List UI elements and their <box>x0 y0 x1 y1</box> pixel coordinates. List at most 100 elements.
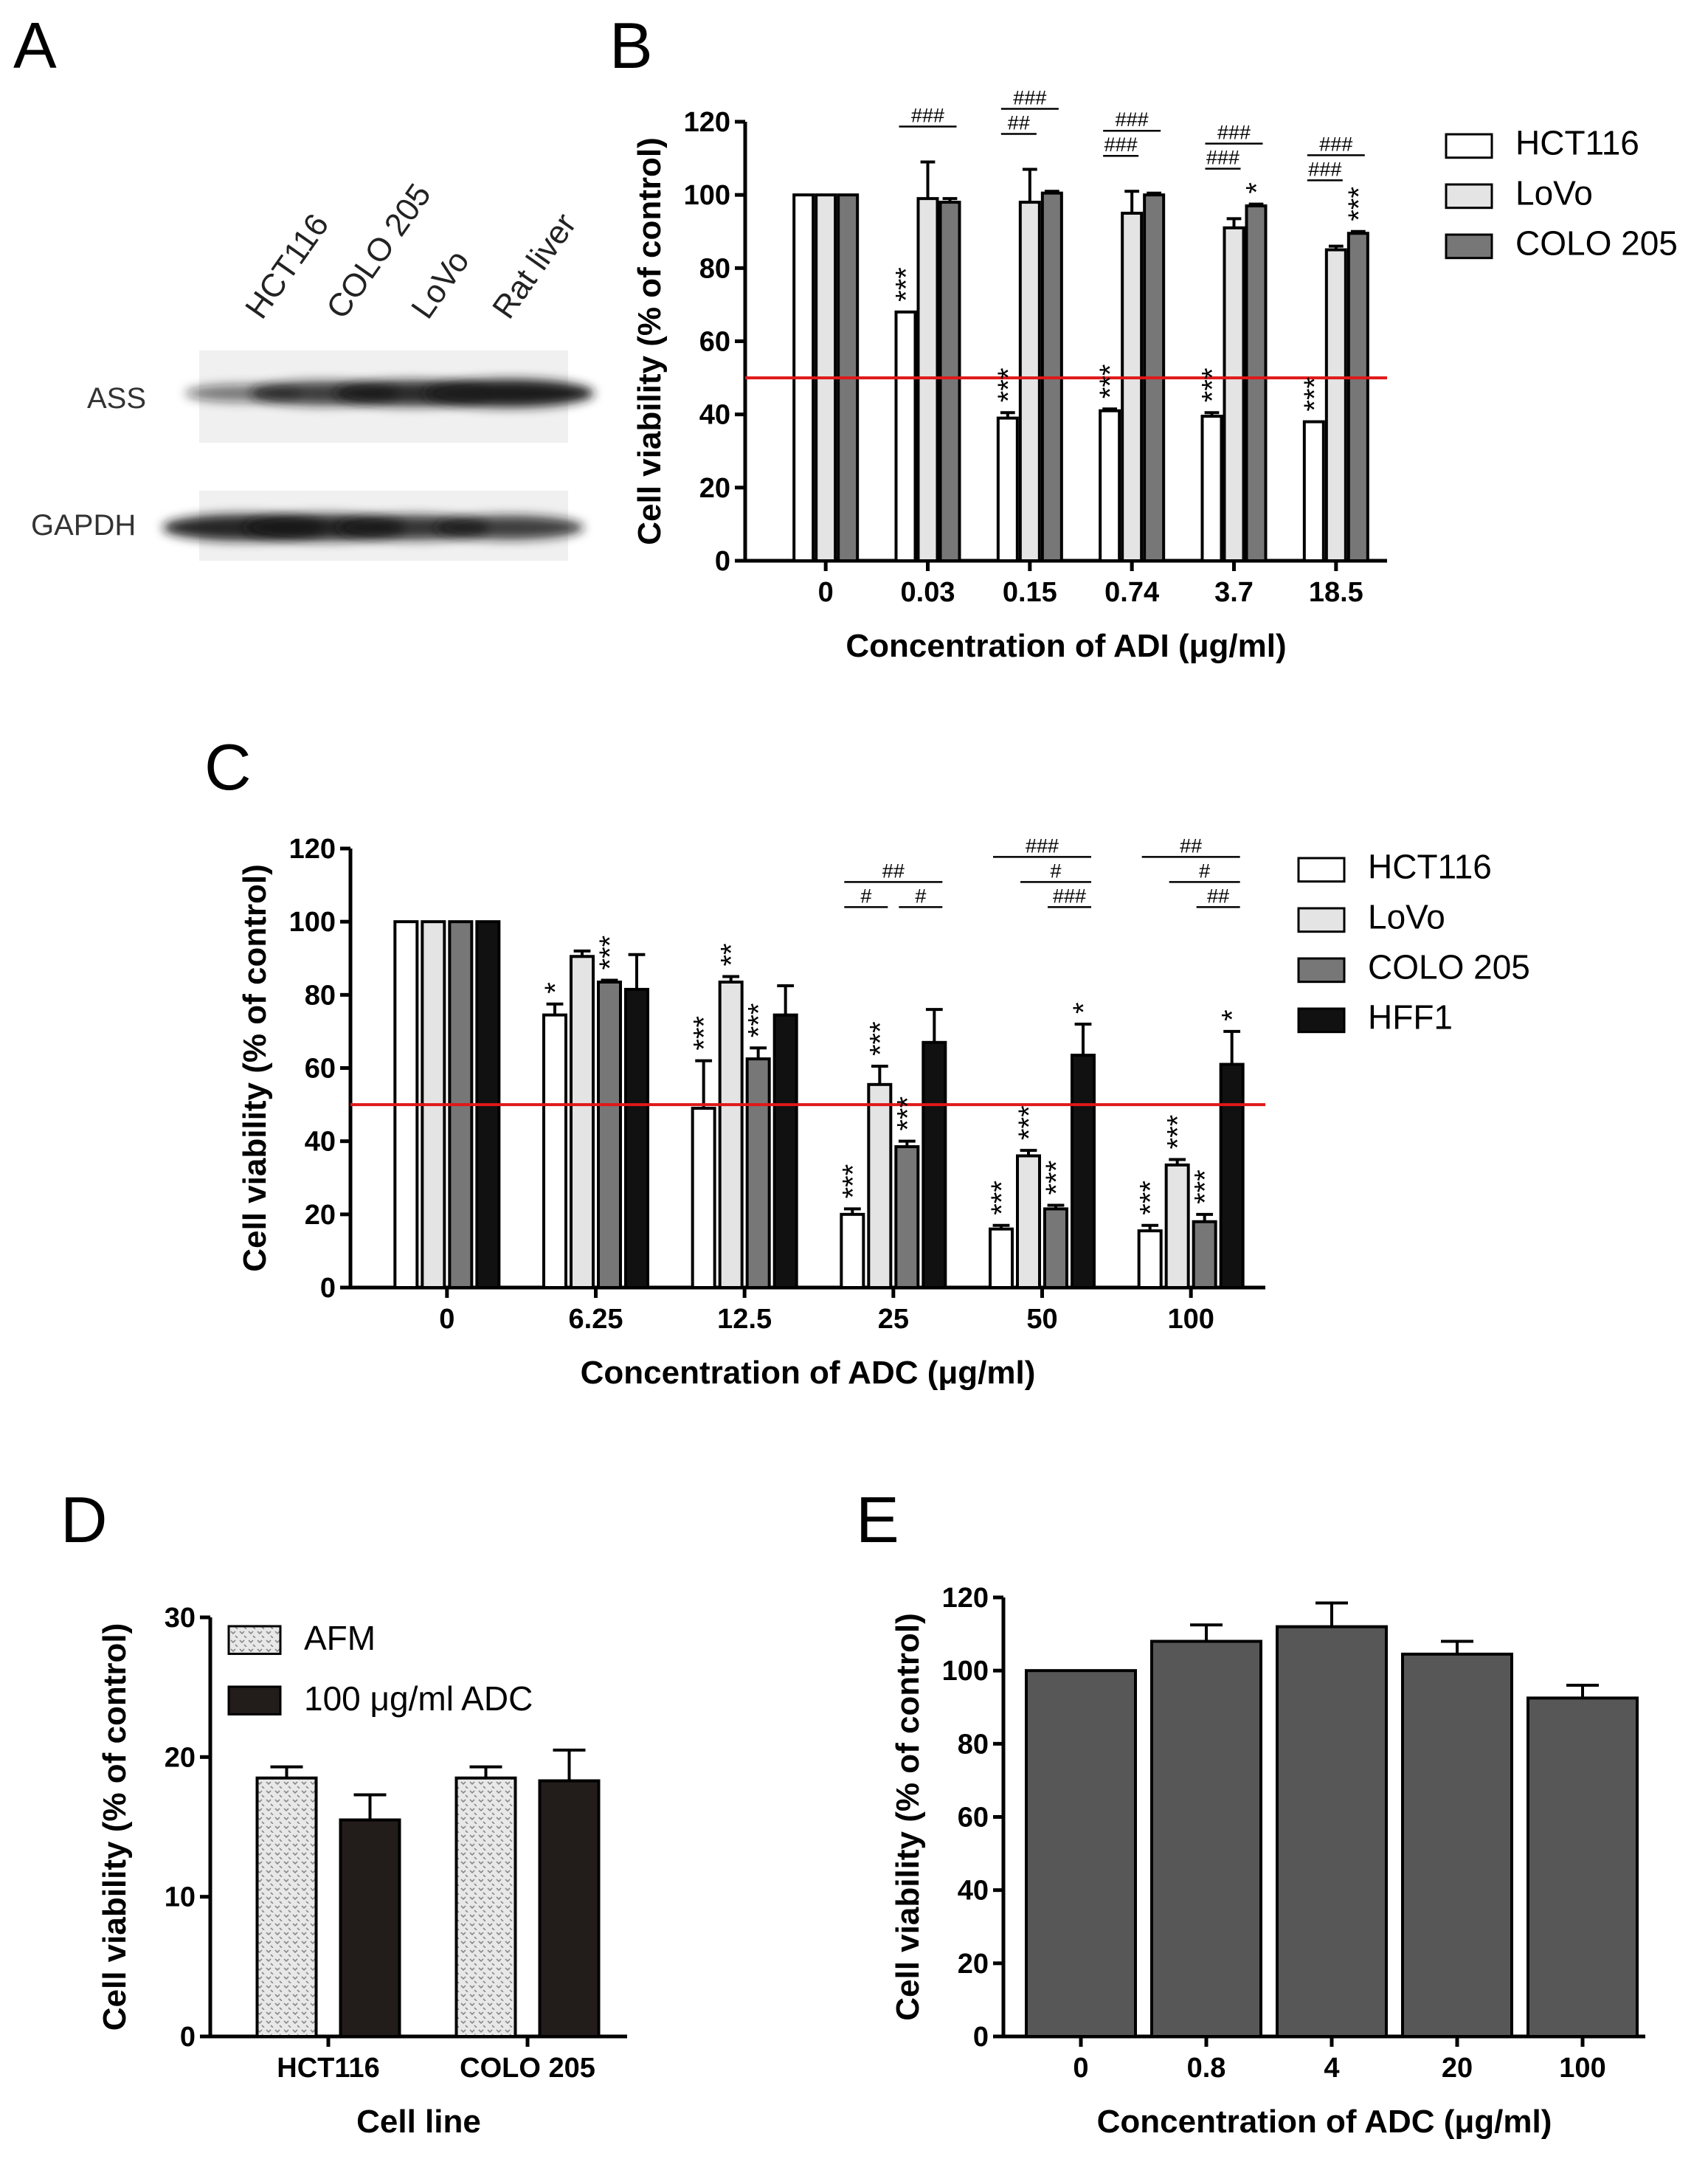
bar <box>922 1040 947 1289</box>
legend-swatch <box>1445 183 1493 210</box>
comparison-label: ### <box>1308 158 1341 180</box>
comparison-label: ## <box>1207 885 1229 907</box>
bar <box>1071 1054 1096 1290</box>
significance-marker: *** <box>1013 1105 1045 1140</box>
bar <box>867 1082 893 1289</box>
y-tick-label: 10 <box>165 1882 196 1913</box>
y-tick-label: 100 <box>289 907 336 938</box>
x-tick-label: COLO 205 <box>460 2053 595 2084</box>
x-tick-label: 0.8 <box>1187 2053 1226 2084</box>
bar <box>718 980 744 1289</box>
significance-marker: *** <box>594 936 626 970</box>
x-axis-title: Concentration of ADI (μg/ml) <box>846 628 1286 664</box>
panel-letter-b: B <box>609 9 653 82</box>
legend-swatch <box>1445 233 1493 260</box>
legend-label: LoVo <box>1515 173 1593 212</box>
bar <box>1099 409 1121 562</box>
y-tick-label: 0 <box>320 1273 336 1304</box>
comparison-label: ## <box>1180 835 1202 857</box>
bar <box>1018 201 1041 562</box>
significance-marker: *** <box>1135 1181 1167 1215</box>
bar <box>1043 1207 1068 1290</box>
significance-marker: *** <box>743 1003 775 1038</box>
significance-marker: * <box>1241 182 1273 194</box>
bar <box>454 1776 517 2039</box>
y-tick-label: 20 <box>958 1949 989 1980</box>
significance-marker: *** <box>891 1096 924 1131</box>
bar <box>1200 415 1223 562</box>
bar <box>1121 211 1144 562</box>
legend-swatch <box>1297 907 1346 933</box>
significance-marker: ** <box>716 943 748 966</box>
y-tick-label: 60 <box>958 1803 989 1834</box>
chart-b: 0 20 40 60 80 100 120 0 0.03 0.15 0.74 3.7 18.5 Conce… <box>632 86 1678 664</box>
y-tick-label: 0 <box>715 546 730 577</box>
blot-row-label-gapdh: GAPDH <box>31 509 136 542</box>
panel-letter-d: D <box>60 1483 108 1556</box>
y-axis-title: Cell viability (% of control) <box>97 1623 133 2031</box>
x-tick-label: 25 <box>878 1304 909 1335</box>
chart-c: 0 20 40 60 80 100 120 0 6.25 12.5 25 50 100 Concentra… <box>237 834 1530 1391</box>
significance-marker: *** <box>992 367 1025 402</box>
y-tick-label: 30 <box>165 1603 196 1634</box>
comparison-label: ## <box>1008 111 1030 134</box>
legend-swatch <box>1297 857 1346 883</box>
legend-swatch <box>1445 133 1493 159</box>
y-tick-label: 20 <box>305 1200 336 1231</box>
comparison-label: ### <box>1026 835 1059 857</box>
bar <box>691 1107 716 1289</box>
significance-marker: *** <box>688 1016 721 1051</box>
bar <box>894 310 917 562</box>
bar <box>772 1013 798 1289</box>
y-tick-label: 60 <box>305 1054 336 1085</box>
bar <box>597 980 622 1289</box>
significance-marker: *** <box>1094 364 1127 399</box>
significance-marker: *** <box>1197 367 1229 402</box>
bar <box>255 1776 318 2039</box>
significance-marker: *** <box>1299 377 1331 412</box>
y-tick-label: 0 <box>180 2022 196 2053</box>
significance-marker: *** <box>986 1181 1018 1215</box>
y-axis-title: Cell viability (% of control) <box>237 864 273 1272</box>
legend-swatch <box>1297 957 1346 984</box>
bar <box>1527 1696 1639 2039</box>
comparison-label: # <box>860 885 871 907</box>
blot-band <box>424 379 594 407</box>
y-tick-label: 100 <box>684 180 730 211</box>
comparison-label: ### <box>911 105 944 127</box>
y-tick-label: 40 <box>699 400 730 431</box>
blot-row-label-ass: ASS <box>87 382 146 415</box>
bar <box>996 416 1019 562</box>
y-tick-label: 60 <box>699 327 730 358</box>
bar <box>1346 232 1369 562</box>
significance-marker: *** <box>891 267 923 302</box>
x-tick-label: 0.15 <box>1003 577 1057 608</box>
y-tick-label: 20 <box>699 473 730 504</box>
significance-marker: * <box>539 982 572 994</box>
x-tick-label: 3.7 <box>1214 577 1254 608</box>
significance-marker: *** <box>837 1164 869 1199</box>
bar <box>916 197 939 562</box>
significance-marker: *** <box>1343 187 1375 221</box>
bar <box>1302 420 1325 562</box>
comparison-label: ### <box>1206 147 1239 169</box>
x-tick-label: 20 <box>1442 2053 1473 2084</box>
blot-lane-label: LoVo <box>404 243 477 325</box>
significance-marker: *** <box>1040 1161 1073 1195</box>
blot-band <box>434 515 584 540</box>
legend-swatch <box>227 1685 282 1715</box>
y-tick-label: 80 <box>699 253 730 284</box>
bar <box>1276 1625 1388 2039</box>
x-axis-title: Concentration of ADC (μg/ml) <box>581 1355 1036 1391</box>
y-tick-label: 120 <box>942 1583 989 1614</box>
y-tick-label: 80 <box>305 980 336 1011</box>
bar <box>1324 248 1347 562</box>
bar <box>894 1145 920 1289</box>
x-tick-label: 0 <box>818 577 834 608</box>
bar <box>1164 1163 1190 1290</box>
bar <box>938 201 961 562</box>
panel-letter-c: C <box>204 730 252 804</box>
comparison-label: # <box>1199 860 1210 882</box>
y-tick-label: 40 <box>958 1876 989 1907</box>
